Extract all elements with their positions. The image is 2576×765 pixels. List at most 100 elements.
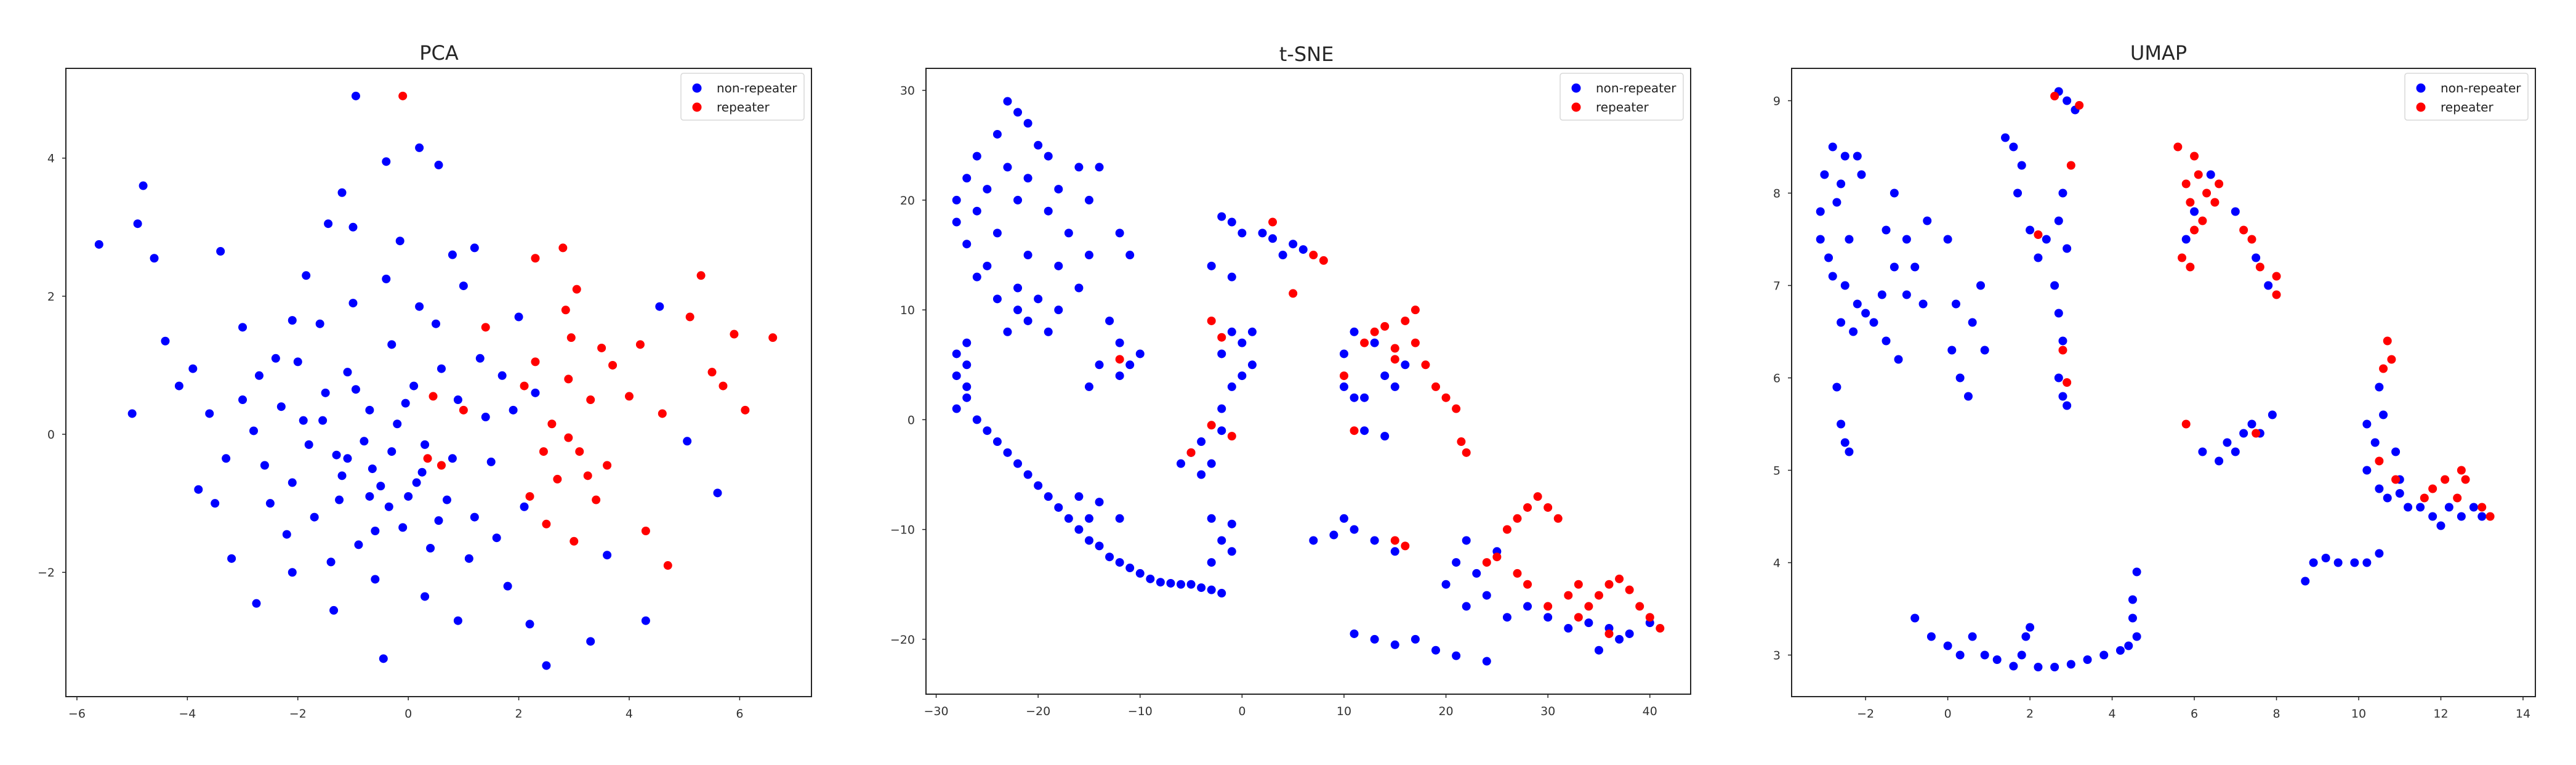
pca-non-repeater-point bbox=[315, 319, 324, 328]
umap-non-repeater-point bbox=[2132, 632, 2141, 641]
pca-non-repeater-point bbox=[365, 492, 374, 501]
umap-y-tick-label: 7 bbox=[1773, 280, 1781, 293]
tsne-non-repeater-point bbox=[1339, 349, 1348, 358]
pca-repeater-point bbox=[429, 392, 438, 401]
pca-non-repeater-point bbox=[211, 499, 220, 508]
umap-repeater-point bbox=[2198, 216, 2207, 225]
tsne-repeater-point bbox=[1431, 382, 1440, 391]
pca-non-repeater-point bbox=[302, 271, 311, 280]
tsne-y-tick-label: 20 bbox=[900, 194, 915, 208]
tsne-non-repeater-point bbox=[1238, 338, 1247, 347]
umap-non-repeater-point bbox=[1910, 613, 1920, 623]
tsne-non-repeater-point bbox=[962, 382, 972, 391]
pca-non-repeater-point bbox=[360, 437, 369, 446]
pca-repeater-point bbox=[730, 330, 739, 339]
tsne-non-repeater-point bbox=[1360, 426, 1369, 435]
pca-repeater-point bbox=[572, 285, 581, 294]
tsne-non-repeater-point bbox=[1074, 525, 1084, 534]
umap-repeater-point bbox=[2202, 188, 2212, 198]
tsne-non-repeater-point bbox=[992, 229, 1002, 238]
tsne-repeater-point bbox=[1411, 306, 1420, 315]
pca-non-repeater-point bbox=[448, 250, 457, 259]
umap-non-repeater-point bbox=[2350, 558, 2359, 567]
pca-non-repeater-point bbox=[683, 437, 692, 446]
umap-repeater-point bbox=[2272, 272, 2281, 281]
umap-non-repeater-point bbox=[2026, 225, 2035, 235]
umap-repeater-point bbox=[2428, 484, 2437, 493]
umap-non-repeater-point bbox=[1963, 392, 1973, 401]
pca-non-repeater-point bbox=[371, 575, 380, 584]
pca-repeater-point bbox=[423, 454, 432, 463]
umap-legend-marker-repeater bbox=[2416, 102, 2426, 112]
tsne-non-repeater-point bbox=[1380, 432, 1390, 441]
umap-legend-label-repeater: repeater bbox=[2441, 100, 2493, 115]
umap-repeater-point bbox=[2173, 142, 2183, 152]
umap-non-repeater-point bbox=[2050, 281, 2059, 290]
tsne-non-repeater-point bbox=[1054, 185, 1063, 194]
umap-non-repeater-point bbox=[1890, 262, 1899, 272]
pca-repeater-point bbox=[564, 433, 573, 442]
umap-non-repeater-point bbox=[2066, 660, 2075, 669]
pca-repeater-point bbox=[635, 340, 645, 349]
pca-repeater-point bbox=[398, 91, 408, 100]
umap-non-repeater-point bbox=[1943, 641, 1952, 650]
tsne-non-repeater-point bbox=[1482, 657, 1491, 666]
tsne-non-repeater-point bbox=[1350, 629, 1359, 638]
tsne-non-repeater-point bbox=[1370, 536, 1379, 545]
pca-non-repeater-point bbox=[288, 478, 297, 487]
tsne-y-tick-label: 10 bbox=[900, 304, 915, 317]
umap-non-repeater-point bbox=[2404, 503, 2413, 512]
umap-non-repeater-point bbox=[2083, 655, 2092, 664]
pca-non-repeater-point bbox=[139, 181, 148, 190]
tsne-non-repeater-point bbox=[1615, 634, 1624, 644]
tsne-repeater-point bbox=[1594, 591, 1603, 600]
pca-non-repeater-point bbox=[161, 336, 170, 346]
pca-non-repeater-point bbox=[348, 299, 358, 308]
tsne-non-repeater-point bbox=[1268, 234, 1278, 243]
pca-non-repeater-point bbox=[421, 592, 430, 601]
pca-non-repeater-point bbox=[188, 364, 198, 373]
pca-non-repeater-point bbox=[432, 319, 441, 328]
pca-non-repeater-point bbox=[127, 409, 137, 418]
tsne-non-repeater-point bbox=[1064, 229, 1073, 238]
tsne-repeater-point bbox=[1523, 580, 1532, 589]
pca-x-tick-label: 4 bbox=[626, 707, 633, 721]
umap-non-repeater-point bbox=[2321, 554, 2330, 562]
tsne-repeater-point bbox=[1309, 251, 1318, 260]
umap-non-repeater-point bbox=[2231, 207, 2240, 216]
umap-repeater-point bbox=[2034, 230, 2043, 239]
pca-non-repeater-point bbox=[351, 91, 360, 100]
umap-repeater-point bbox=[2066, 161, 2075, 170]
umap-non-repeater-point bbox=[2375, 484, 2384, 493]
tsne-non-repeater-point bbox=[1217, 589, 1226, 598]
umap-y-tick-label: 8 bbox=[1773, 187, 1781, 201]
tsne-x-tick-label: 0 bbox=[1238, 705, 1246, 718]
pca-non-repeater-point bbox=[332, 450, 341, 459]
pca-legend-label-repeater: repeater bbox=[717, 100, 770, 115]
umap-non-repeater-point bbox=[1816, 235, 1825, 244]
tsne-non-repeater-point bbox=[1227, 519, 1236, 528]
umap-non-repeater-point bbox=[2021, 632, 2031, 641]
pca-x-tick-label: −4 bbox=[179, 707, 196, 721]
tsne-legend-marker-non-repeater bbox=[1571, 83, 1581, 93]
pca-non-repeater-point bbox=[641, 616, 650, 625]
tsne-non-repeater-point bbox=[952, 195, 961, 204]
umap-non-repeater-point bbox=[2362, 466, 2372, 475]
tsne-non-repeater-point bbox=[1462, 536, 1471, 545]
umap-non-repeater-point bbox=[2013, 188, 2023, 198]
pca-legend-label-non-repeater: non-repeater bbox=[717, 81, 797, 95]
umap-non-repeater-point bbox=[2128, 613, 2137, 623]
umap-panel: UMAP −2 0 2 4 6 8 10 12 14 3 4 5 6 7 8 9 non-repeater rep… bbox=[1773, 41, 2536, 721]
umap-non-repeater-point bbox=[1837, 419, 1846, 429]
tsne-non-repeater-point bbox=[952, 217, 961, 227]
pca-non-repeater-point bbox=[398, 523, 408, 532]
tsne-non-repeater-point bbox=[1329, 530, 1338, 540]
pca-non-repeater-point bbox=[174, 381, 183, 391]
pca-repeater-point bbox=[575, 447, 584, 456]
umap-non-repeater-point bbox=[2231, 447, 2240, 456]
tsne-non-repeater-point bbox=[1238, 371, 1247, 381]
pca-non-repeater-point bbox=[324, 219, 333, 229]
tsne-plot-frame bbox=[925, 68, 1691, 695]
umap-repeater-point bbox=[2247, 235, 2256, 244]
tsne-repeater-point bbox=[1411, 338, 1420, 347]
